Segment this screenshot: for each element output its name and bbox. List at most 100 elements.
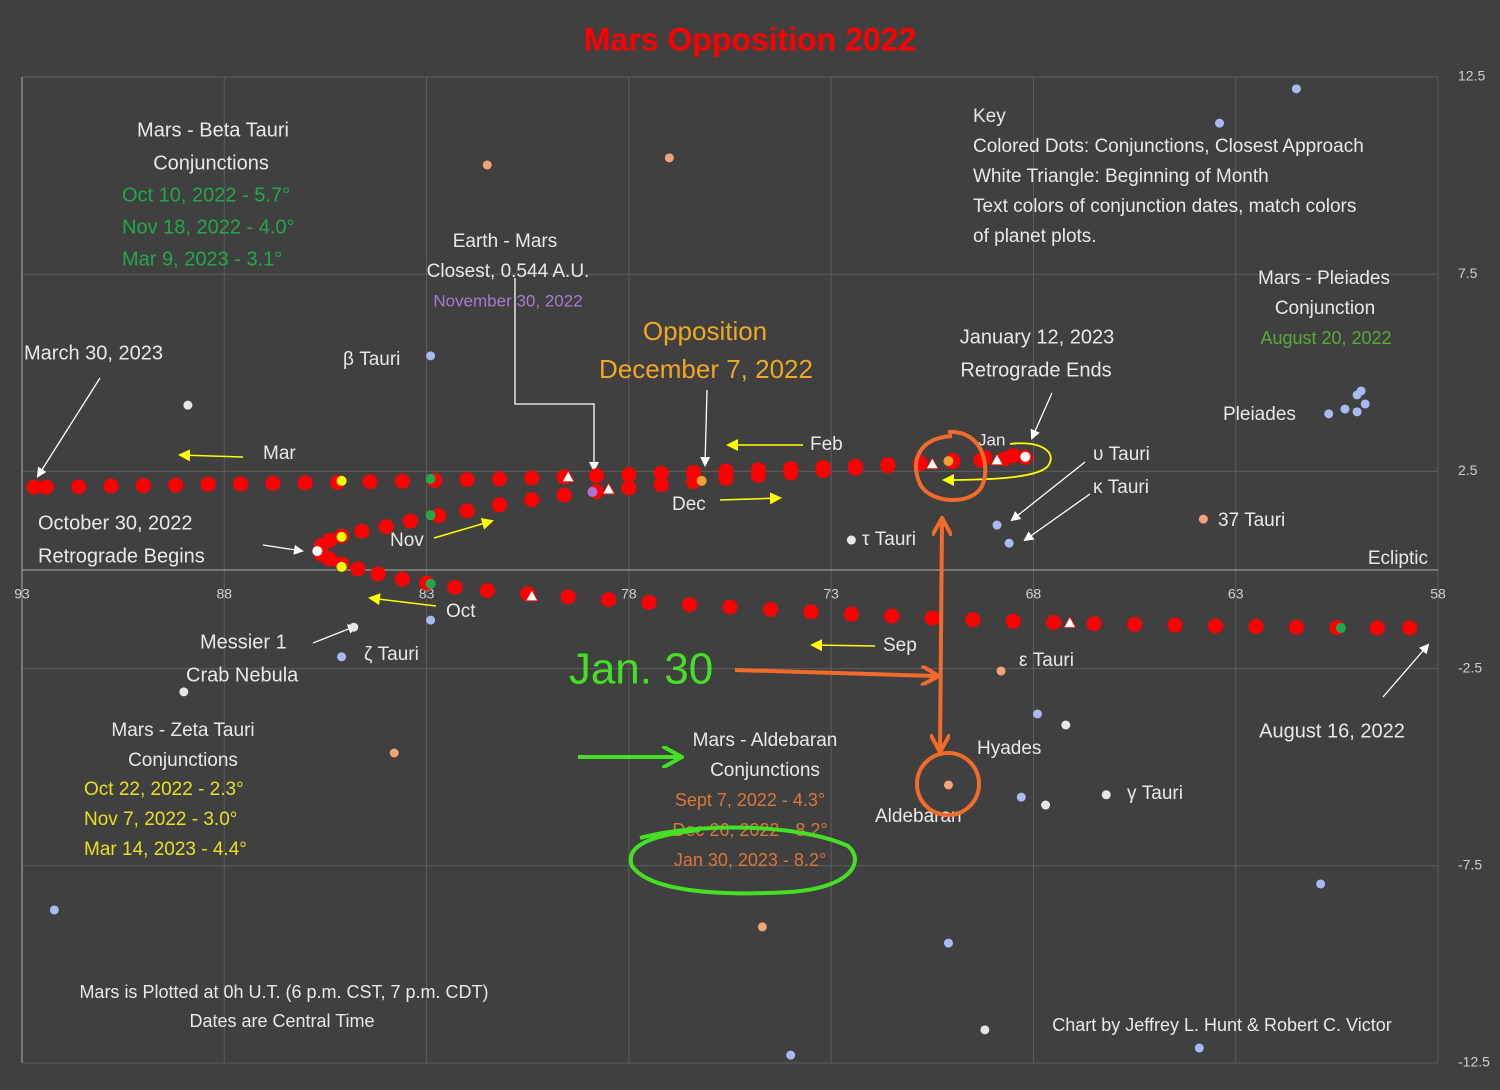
star [1356,386,1366,396]
annotation: Aldebaran [875,806,962,827]
annotation: ζ Tauri [364,644,419,665]
annotation: Nov [390,530,424,551]
annotation: December 7, 2022 [599,354,813,384]
mars-position [362,474,378,490]
mars-position [168,477,184,493]
annotation: Ecliptic [1368,548,1428,569]
mars-position [491,471,507,487]
annotation: Earth - Mars [453,231,558,252]
leader-arrow [1023,493,1091,542]
annotation: Jan 30, 2023 - 8.2° [674,850,826,870]
annotation: Oct 10, 2022 - 5.7° [122,184,290,206]
star [786,1050,796,1060]
event-dot [587,486,598,497]
event-dot [336,561,347,572]
annotation: Sept 7, 2022 - 4.3° [675,790,825,810]
annotation: Jan. 30 [569,645,713,694]
mars-position [378,519,394,535]
annotation: Retrograde Begins [38,545,205,567]
event-dot [696,475,707,486]
mars-position [815,459,831,475]
x-tick-label: 63 [1228,586,1244,602]
star [1324,409,1334,419]
annotation: Mars - Beta Tauri [137,119,289,141]
star [992,520,1002,530]
y-tick-label: 12.5 [1458,68,1485,84]
mars-position [1086,616,1102,632]
event-dot [336,531,347,542]
mars-position [71,479,87,495]
star [1198,514,1208,524]
star [980,1025,990,1035]
star [1215,118,1225,128]
mars-position [394,473,410,489]
month-marker [1063,616,1077,629]
month-arrow [368,593,437,607]
annotation: τ Tauri [862,529,916,550]
event-dot [425,473,436,484]
month-arrow [810,639,876,652]
annotation: October 30, 2022 [38,512,193,534]
star [996,666,1006,676]
mars-position [884,608,900,624]
annotation: Mar 14, 2023 - 4.4° [84,839,247,860]
month-arrow [178,449,244,462]
star [426,351,436,361]
mars-position [524,470,540,486]
event-dot [1335,622,1346,633]
annotation: Conjunctions [128,750,238,771]
mars-position [38,479,54,495]
x-tick-label: 93 [14,586,30,602]
mars-position [321,532,337,548]
event-dot [943,456,954,467]
annotation: Closest, 0.544 A.U. [427,261,590,282]
mars-position [1005,613,1021,629]
annotation: Mars is Plotted at 0h U.T. (6 p.m. CST, … [79,982,488,1002]
annotation: Conjunctions [710,760,820,781]
annotation: Key [973,106,1006,127]
star [1101,790,1111,800]
mars-position [1005,448,1021,464]
star [179,687,189,697]
star [1291,84,1301,94]
mars-position [722,599,738,615]
mars-position [718,463,734,479]
month-arrow [433,518,494,539]
highlight-loop [628,825,857,896]
mars-position [847,458,863,474]
event-dot [312,546,323,557]
mars-position [431,508,447,524]
annotation: 37 Tauri [1218,510,1285,531]
y-tick-label: -7.5 [1458,857,1482,873]
month-marker [990,453,1004,466]
star [1004,538,1014,548]
mars-position [524,492,540,508]
mars-position [588,468,604,484]
annotation: Conjunctions [153,152,269,174]
mars-position [1167,617,1183,633]
star [1032,709,1042,719]
event-dot [425,510,436,521]
annotation: Feb [810,434,843,455]
annotation: January 12, 2023 [960,326,1115,348]
annotation: Oct [446,601,476,622]
mars-position [1127,616,1143,632]
star [426,615,436,625]
highlight-circle [914,429,988,502]
annotation: November 30, 2022 [433,291,582,310]
star [1340,404,1350,414]
mars-position [354,523,370,539]
mars-position [1248,618,1264,634]
leader-arrow [1030,392,1053,440]
annotation: Mar [263,443,296,464]
leader-arrow [514,278,599,472]
annotation: White Triangle: Beginning of Month [973,166,1269,187]
annotation: Hyades [977,738,1041,759]
star [1194,1043,1204,1053]
mars-position [1288,619,1304,635]
star [349,622,359,632]
leader-arrow [36,377,101,478]
annotation: Nov 18, 2022 - 4.0° [122,216,295,238]
x-tick-label: 88 [216,586,232,602]
